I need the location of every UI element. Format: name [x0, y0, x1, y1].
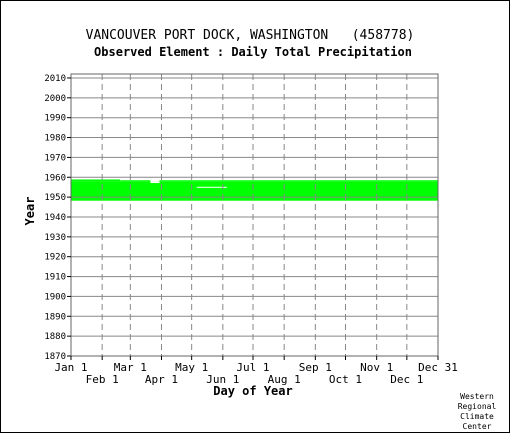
data-coverage-bar	[120, 180, 151, 182]
x-tick-label: Mar 1	[114, 361, 147, 374]
data-coverage-bar	[71, 181, 438, 201]
x-tick-label: Nov 1	[360, 361, 393, 374]
credit-line: Center	[463, 422, 492, 431]
x-tick-labels: Jan 1 Mar 1 May 1 Jul 1 Sep 1 Nov 1 Dec 31 Feb …	[54, 356, 458, 386]
y-tick-label: 2000	[44, 94, 66, 104]
y-tick-label: 1960	[44, 173, 66, 183]
y-tick-label: 1950	[44, 193, 66, 203]
y-tick-label: 1970	[44, 153, 66, 163]
y-tick-label: 1890	[44, 312, 66, 322]
x-tick-label: Sep 1	[299, 361, 332, 374]
x-tick-label: Apr 1	[145, 373, 178, 386]
y-axis-label: Year	[23, 197, 37, 226]
y-tick-labels: 1870 1880 1890 1900 1910 1920 1930 1940 1950 1960…	[44, 74, 71, 362]
plot-border	[70, 73, 439, 357]
x-tick-label: Dec 31	[418, 361, 458, 374]
chart-subtitle: Observed Element : Daily Total Precipita…	[94, 45, 412, 59]
y-tick-label: 1880	[44, 332, 66, 342]
plot-area	[71, 74, 438, 356]
credit-line: Regional	[458, 402, 497, 411]
x-tick-label: Aug 1	[268, 373, 301, 386]
data-coverage-bar	[71, 179, 121, 182]
y-tick-label: 1900	[44, 292, 66, 302]
y-tick-label: 1980	[44, 134, 66, 144]
x-axis-label: Day of Year	[213, 384, 292, 398]
y-tick-label: 2010	[44, 74, 66, 84]
y-tick-label: 1990	[44, 114, 66, 124]
chart-title: VANCOUVER PORT DOCK, WASHINGTON (458778)	[86, 28, 415, 43]
data-coverage-layer	[71, 179, 439, 201]
y-tick-label: 1920	[44, 253, 66, 263]
data-coverage-bar	[159, 180, 439, 182]
x-tick-label: Dec 1	[390, 373, 423, 386]
x-tick-label: Jun 1	[206, 373, 239, 386]
y-tick-label: 1870	[44, 352, 66, 362]
x-tick-label: Oct 1	[329, 373, 362, 386]
y-tick-label: 1930	[44, 233, 66, 243]
data-gap-layer	[150, 181, 227, 188]
credit-line: Western	[460, 392, 494, 401]
x-tick-label: Jan 1	[54, 361, 87, 374]
plot-background	[71, 74, 438, 356]
x-tick-label: Feb 1	[86, 373, 119, 386]
x-tick-label: May 1	[175, 361, 208, 374]
data-gap	[150, 181, 160, 184]
y-tick-label: 1940	[44, 213, 66, 223]
x-tick-label: Jul 1	[236, 361, 269, 374]
credit-line: Climate	[460, 412, 494, 421]
credit-block: Western Regional Climate Center	[458, 392, 497, 431]
data-gap	[196, 186, 227, 188]
y-tick-label: 1910	[44, 273, 66, 283]
grid-lines	[70, 73, 439, 357]
